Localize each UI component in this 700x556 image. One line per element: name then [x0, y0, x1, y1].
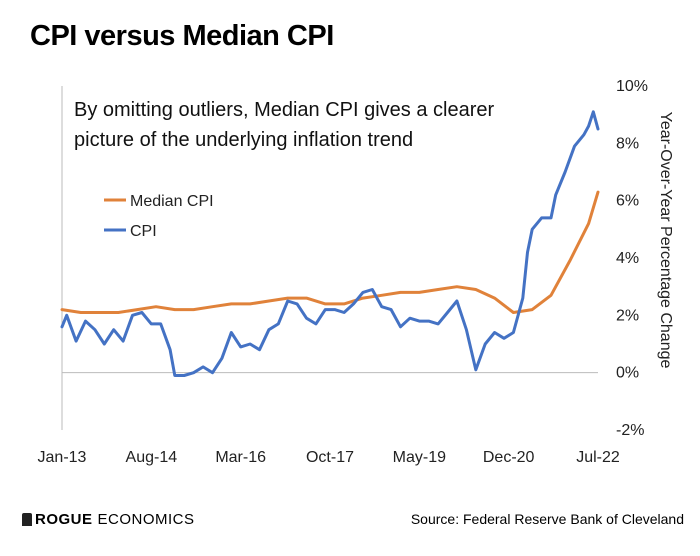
x-tick-label: Jan-13: [38, 449, 87, 466]
series-line-median-cpi: [60, 190, 600, 314]
series-layer: [60, 110, 600, 377]
chart-title: CPI versus Median CPI: [30, 20, 334, 52]
chart-canvas: By omitting outliers, Median CPI gives a…: [38, 78, 674, 466]
y-tick-label: 6%: [616, 193, 639, 210]
y-tick-label: 8%: [616, 135, 639, 152]
x-tick-label: Oct-17: [306, 449, 354, 466]
y-tick-label: 2%: [616, 307, 639, 324]
annotation-line-1: By omitting outliers, Median CPI gives a…: [74, 99, 495, 121]
legend-label-cpi: CPI: [130, 223, 157, 240]
x-tick-label: Aug-14: [126, 449, 178, 466]
y-tick-label: 10%: [616, 78, 648, 95]
logo-text-bold: ROGUE: [35, 511, 93, 528]
legend-label-median-cpi: Median CPI: [130, 193, 214, 210]
brand-logo: ROGUE ECONOMICS: [22, 511, 195, 528]
source-note: Source: Federal Reserve Bank of Clevelan…: [410, 511, 684, 527]
legend: Median CPI CPI: [104, 193, 214, 240]
axes: -2% 0% 2% 4% 6% 8% 10% Jan-13 Aug-14 Mar-16 Oct-17…: [38, 78, 648, 466]
y-tick-label: 4%: [616, 250, 639, 267]
y-tick-label: 0%: [616, 365, 639, 382]
x-tick-label: Jul-22: [576, 449, 620, 466]
y-axis-label: Year-Over-Year Percentage Change: [657, 112, 674, 369]
x-tick-label: Dec-20: [483, 449, 535, 466]
y-tick-label: -2%: [616, 422, 644, 439]
annotation-line-2: picture of the underlying inflation tren…: [74, 129, 413, 151]
logo-icon: [22, 513, 32, 526]
logo-text-rest: ECONOMICS: [97, 511, 195, 528]
series-line-cpi: [60, 110, 600, 377]
x-tick-label: May-19: [393, 449, 446, 466]
x-tick-label: Mar-16: [215, 449, 266, 466]
